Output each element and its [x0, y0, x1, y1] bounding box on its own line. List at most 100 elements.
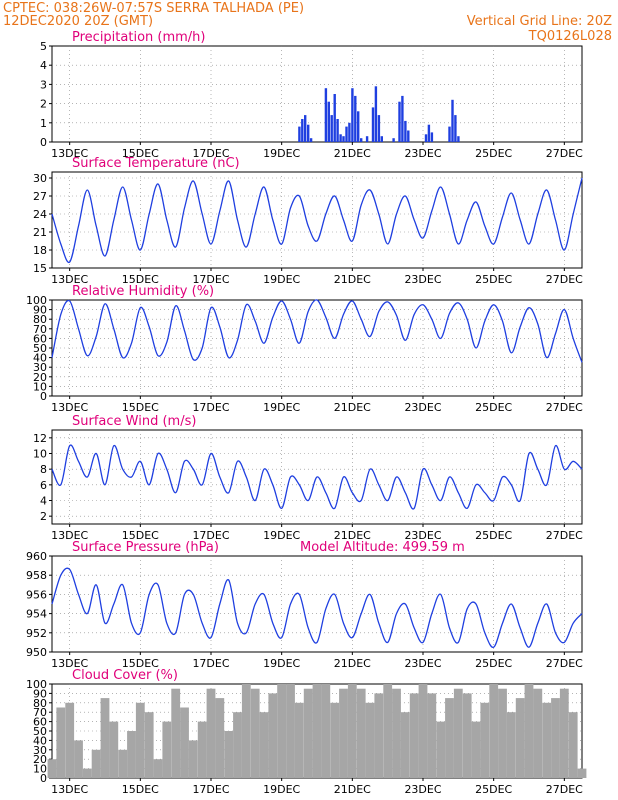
y-tick-label: 50 [33, 725, 47, 738]
bar [339, 134, 342, 142]
bar [436, 721, 446, 778]
y-tick-label: 960 [26, 550, 47, 563]
panel-title: Surface Pressure (hPa) [72, 540, 219, 555]
y-tick-label: 952 [26, 627, 47, 640]
bar [398, 101, 401, 142]
bar [109, 721, 119, 778]
y-tick-label: 18 [33, 244, 47, 257]
bar [360, 138, 363, 142]
x-tick-label: 17DEC [192, 273, 229, 286]
bar [365, 136, 369, 142]
panel-frame [51, 555, 583, 653]
series-line [51, 567, 583, 648]
x-tick-label: 13DEC [51, 147, 88, 160]
bar [365, 702, 375, 778]
x-tick-label: 19DEC [263, 401, 300, 414]
bar [489, 684, 499, 778]
y-tick-label: 30 [33, 744, 47, 757]
bar [427, 124, 431, 142]
bar [74, 740, 83, 778]
bar [454, 115, 457, 142]
x-tick-label: 23DEC [404, 529, 441, 542]
bar [347, 684, 357, 778]
panel-4: 13DEC 15DEC 17DEC 19DEC 21DEC 23DEC 25DEC 27DEC… [33, 414, 583, 542]
bar [404, 120, 407, 142]
y-tick-label: 80 [33, 313, 47, 326]
bar [339, 688, 348, 778]
y-tick-label: 21 [33, 226, 47, 239]
panel-frame [51, 45, 583, 143]
x-tick-label: 15DEC [122, 657, 159, 670]
bar [348, 122, 351, 142]
bar [224, 731, 234, 778]
bar [542, 702, 552, 778]
bar [577, 768, 587, 778]
x-tick-label: 13DEC [51, 657, 88, 670]
header-grid-note: Vertical Grid Line: 20Z [467, 14, 612, 29]
panel-frame [51, 429, 583, 525]
panels: 13DEC 15DEC 17DEC 19DEC 21DEC 23DEC 25DEC 27DEC… [26, 30, 587, 796]
bar [330, 702, 340, 778]
bar [354, 95, 357, 142]
x-tick-label: 27DEC [546, 401, 583, 414]
bar [448, 126, 451, 142]
x-tick-label: 21DEC [334, 273, 371, 286]
x-tick-label: 15DEC [122, 147, 159, 160]
panel-5: 13DEC 15DEC 17DEC 19DEC 21DEC 23DEC 25DEC 27DEC… [26, 540, 583, 670]
y-tick-label: 50 [33, 342, 47, 355]
panel-6: 13DEC 15DEC 17DEC 19DEC 21DEC 23DEC 25DEC 27DEC… [26, 668, 587, 796]
x-tick-label: 25DEC [475, 401, 512, 414]
x-tick-label: 21DEC [334, 783, 371, 796]
bar [65, 702, 75, 778]
y-tick-label: 30 [33, 172, 47, 185]
x-tick-label: 25DEC [475, 273, 512, 286]
panel-title: Surface Wind (m/s) [72, 414, 196, 429]
x-tick-label: 27DEC [546, 783, 583, 796]
x-tick-label: 21DEC [334, 401, 371, 414]
y-tick-label: 954 [26, 608, 47, 621]
bar [392, 688, 401, 778]
y-tick-label: 8 [40, 463, 47, 476]
y-tick-label: 30 [33, 361, 47, 374]
bar [268, 693, 278, 778]
bar [380, 136, 383, 142]
x-tick-label: 19DEC [263, 147, 300, 160]
bar [162, 721, 172, 778]
bar [524, 684, 534, 778]
bar [312, 684, 322, 778]
y-tick-label: 15 [33, 262, 47, 275]
bar [307, 124, 310, 142]
x-tick-label: 15DEC [122, 273, 159, 286]
bar [418, 684, 428, 778]
x-tick-label: 27DEC [546, 529, 583, 542]
x-tick-label: 23DEC [404, 783, 441, 796]
bar [383, 684, 393, 778]
x-tick-label: 23DEC [404, 657, 441, 670]
x-tick-label: 17DEC [192, 401, 229, 414]
bar [336, 119, 339, 142]
bar [153, 759, 163, 778]
y-tick-label: 10 [33, 763, 47, 776]
bar [330, 115, 333, 142]
bar [304, 115, 307, 142]
bar [371, 107, 375, 142]
y-tick-label: 100 [26, 294, 47, 307]
bar [374, 86, 378, 142]
bar [135, 702, 145, 778]
bar [321, 684, 331, 778]
y-tick-label: 2 [40, 510, 47, 523]
bar [342, 136, 345, 142]
bar [301, 119, 304, 142]
x-tick-label: 23DEC [404, 147, 441, 160]
bar [377, 115, 381, 142]
y-tick-label: 20 [33, 371, 47, 384]
panel-frame [51, 171, 583, 269]
y-tick-label: 958 [26, 569, 47, 582]
bar [457, 136, 460, 142]
bar [515, 698, 525, 778]
x-tick-label: 23DEC [404, 273, 441, 286]
bar [498, 688, 507, 778]
x-tick-label: 27DEC [546, 147, 583, 160]
y-tick-label: 0 [40, 390, 47, 403]
